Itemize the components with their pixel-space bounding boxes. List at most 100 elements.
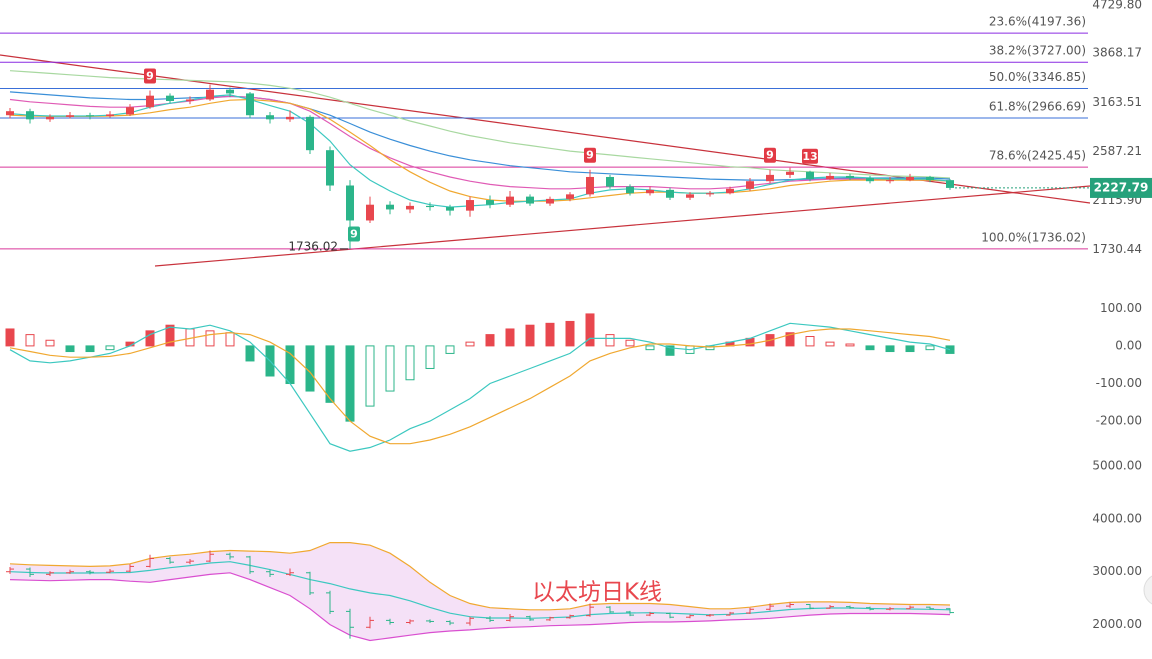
candle-body bbox=[766, 174, 774, 182]
indicator-line bbox=[9, 98, 951, 202]
td-marker bbox=[144, 68, 156, 84]
y-tick-label: 3000.00 bbox=[1092, 564, 1142, 578]
macd-bar bbox=[645, 345, 655, 351]
macd-bar bbox=[845, 343, 855, 347]
macd-bar bbox=[425, 345, 435, 369]
candle-body bbox=[126, 107, 134, 115]
candle-body bbox=[446, 207, 454, 211]
y-tick-label: 4000.00 bbox=[1092, 511, 1142, 525]
candle-body bbox=[346, 185, 354, 221]
candle-body bbox=[586, 176, 594, 195]
candle-body bbox=[206, 89, 214, 100]
macd-bar bbox=[25, 334, 35, 347]
candle-body bbox=[6, 111, 14, 116]
price-tag bbox=[1090, 177, 1152, 198]
macd-bar bbox=[525, 324, 535, 347]
macd-bar bbox=[485, 334, 495, 347]
macd-bar bbox=[405, 345, 415, 381]
candle-body bbox=[486, 200, 494, 205]
macd-bar bbox=[625, 339, 635, 347]
candle-body bbox=[686, 194, 694, 198]
candle-body bbox=[886, 180, 894, 182]
macd-bar bbox=[785, 332, 795, 347]
candle-body bbox=[406, 205, 414, 210]
price-tag-label: 2227.79 bbox=[1094, 180, 1149, 194]
y-tick-label: 2587.21 bbox=[1092, 144, 1142, 158]
candle-body bbox=[306, 116, 314, 151]
macd-bar bbox=[605, 334, 615, 347]
macd-bar bbox=[5, 328, 15, 347]
y-tick-label: 1730.44 bbox=[1092, 242, 1142, 256]
trend-line bbox=[154, 185, 1091, 267]
candle-body bbox=[546, 198, 554, 204]
candle-body bbox=[146, 95, 154, 108]
candle-body bbox=[946, 180, 954, 188]
td-marker-label: 9 bbox=[146, 69, 154, 82]
candle-body bbox=[726, 188, 734, 194]
macd-bar bbox=[45, 339, 55, 347]
candle-body bbox=[186, 99, 194, 101]
macd-bar bbox=[305, 345, 315, 392]
fib-label: 23.6%(4197.36) bbox=[989, 15, 1086, 29]
candle-body bbox=[326, 150, 334, 186]
td-marker-label: 9 bbox=[766, 149, 774, 162]
fib-label: 61.8%(2966.69) bbox=[989, 99, 1086, 113]
macd-bar bbox=[205, 330, 215, 347]
macd-bar bbox=[145, 330, 155, 347]
td-marker bbox=[764, 147, 776, 163]
y-tick-label: -200.00 bbox=[1096, 414, 1142, 428]
candle-body bbox=[826, 175, 834, 180]
y-tick-label: 5000.00 bbox=[1092, 458, 1142, 472]
macd-bar bbox=[165, 324, 175, 347]
candle-body bbox=[906, 176, 914, 181]
macd-bar bbox=[925, 345, 935, 351]
td-marker-label: 13 bbox=[802, 150, 817, 163]
scroll-button[interactable] bbox=[1143, 574, 1152, 606]
candle-body bbox=[166, 95, 174, 101]
candle-body bbox=[26, 111, 34, 120]
candle-body bbox=[786, 171, 794, 175]
candle-body bbox=[566, 194, 574, 199]
candle-body bbox=[286, 116, 294, 120]
fib-label: 38.2%(3727.00) bbox=[989, 44, 1086, 58]
macd-bar bbox=[65, 345, 75, 353]
macd-bar bbox=[865, 345, 875, 351]
macd-bar bbox=[665, 345, 675, 356]
macd-bar bbox=[225, 332, 235, 347]
macd-bar bbox=[245, 345, 255, 362]
candle-body bbox=[466, 200, 474, 211]
macd-bar bbox=[325, 345, 335, 403]
candle-body bbox=[246, 93, 254, 116]
macd-bar bbox=[345, 345, 355, 422]
candle-body bbox=[526, 196, 534, 204]
candle-body bbox=[106, 114, 114, 117]
td-marker bbox=[584, 147, 596, 163]
macd-bar bbox=[385, 345, 395, 392]
macd-bar bbox=[825, 341, 835, 347]
macd-bar bbox=[545, 322, 555, 347]
macd-bar bbox=[505, 328, 515, 347]
macd-bar bbox=[805, 335, 815, 347]
indicator-line bbox=[9, 322, 951, 452]
fib-label: 100.0%(1736.02) bbox=[981, 230, 1086, 244]
candle-body bbox=[66, 115, 74, 117]
indicator-line bbox=[9, 561, 951, 619]
macd-bar bbox=[365, 345, 375, 407]
candle-body bbox=[606, 176, 614, 187]
candle-body bbox=[646, 189, 654, 194]
td-marker bbox=[348, 226, 360, 242]
candle-body bbox=[366, 204, 374, 221]
chart-title: 以太坊日K线 bbox=[532, 580, 662, 606]
macd-bar bbox=[565, 320, 575, 347]
y-tick-label: 100.00 bbox=[1100, 301, 1142, 315]
indicator-line bbox=[9, 572, 951, 642]
y-tick-label: 2000.00 bbox=[1092, 617, 1142, 631]
candle-body bbox=[666, 189, 674, 198]
candle-body bbox=[866, 178, 874, 182]
macd-bar bbox=[445, 345, 455, 354]
candle-body bbox=[706, 193, 714, 195]
td-marker-label: 9 bbox=[586, 149, 594, 162]
low-annotation: 1736.02 bbox=[288, 239, 338, 253]
candle-body bbox=[86, 115, 94, 117]
